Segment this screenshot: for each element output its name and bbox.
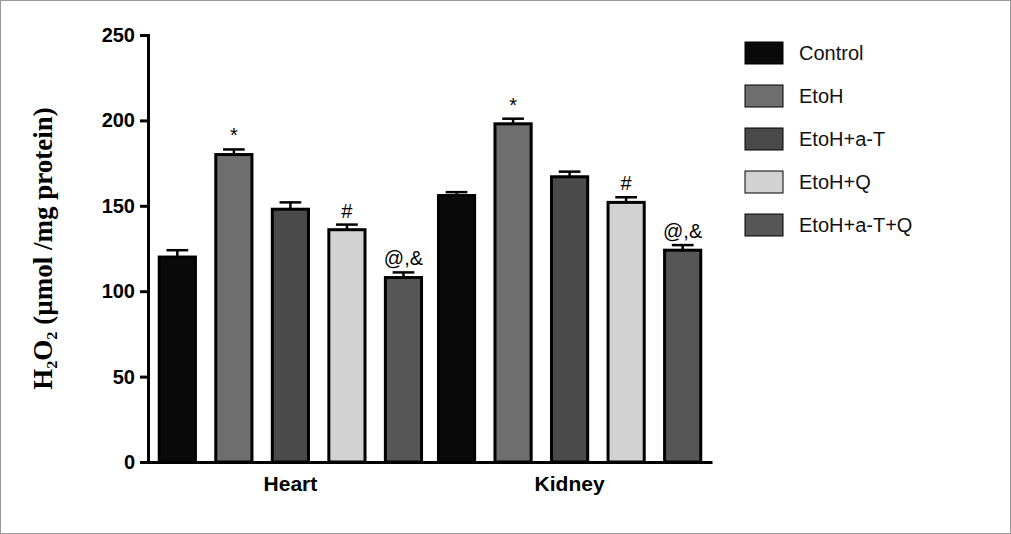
series bbox=[329, 197, 644, 462]
y-axis-title: H₂O₂ (µmol /mg protein) bbox=[28, 107, 58, 389]
legend: Control EtoH EtoH+a-T EtoH+Q EtoH+a-T+Q bbox=[745, 42, 912, 236]
tick-mark bbox=[140, 205, 148, 208]
error-cap bbox=[559, 170, 581, 173]
tick: 200 bbox=[102, 109, 148, 131]
error-cap bbox=[502, 117, 524, 120]
tick-label: 250 bbox=[102, 24, 135, 46]
tick: Heart bbox=[264, 462, 318, 495]
tick: Kidney bbox=[535, 462, 605, 495]
error-bar bbox=[336, 225, 358, 230]
legend-swatch bbox=[745, 128, 783, 150]
error-cap bbox=[280, 201, 302, 204]
error-cap bbox=[336, 223, 358, 226]
tick-label: 50 bbox=[113, 366, 135, 388]
bar bbox=[608, 202, 644, 462]
error-cap bbox=[615, 196, 637, 199]
legend-swatch bbox=[745, 171, 783, 193]
bar bbox=[272, 209, 308, 462]
error-cap bbox=[393, 271, 415, 274]
plot-area bbox=[159, 119, 701, 462]
legend-item: EtoH+Q bbox=[745, 171, 871, 193]
legend-item: EtoH+a-T bbox=[745, 128, 885, 150]
tick-mark bbox=[140, 461, 148, 464]
chart: * * # # @,& @,& 0 50 100 150 200 250 Heart Kidney H₂O₂… bbox=[0, 0, 1011, 534]
tick-label: 200 bbox=[102, 109, 135, 131]
tick: 0 bbox=[124, 451, 148, 473]
annotation: @,& bbox=[663, 220, 703, 242]
bar bbox=[216, 155, 252, 462]
error-bar bbox=[280, 202, 302, 209]
tick: 250 bbox=[102, 24, 148, 46]
tick-label: 150 bbox=[102, 195, 135, 217]
tick-label: 0 bbox=[124, 451, 135, 473]
tick-mark bbox=[140, 119, 148, 122]
tick: 150 bbox=[102, 195, 148, 217]
tick: 50 bbox=[113, 366, 148, 388]
legend-label: EtoH+a-T+Q bbox=[799, 214, 912, 236]
tick: 100 bbox=[102, 280, 148, 302]
error-bar bbox=[446, 192, 468, 195]
bar bbox=[438, 196, 474, 462]
tick-label: 100 bbox=[102, 280, 135, 302]
legend-item: EtoH bbox=[745, 85, 843, 107]
error-bar bbox=[223, 149, 245, 154]
series bbox=[272, 172, 587, 462]
annotation: @,& bbox=[384, 247, 424, 269]
tick-mark bbox=[140, 34, 148, 37]
error-cap bbox=[672, 244, 694, 247]
legend-item: EtoH+a-T+Q bbox=[745, 214, 912, 236]
tick-mark bbox=[140, 376, 148, 379]
bar bbox=[665, 250, 701, 462]
error-cap bbox=[446, 191, 468, 194]
tick-mark bbox=[140, 290, 148, 293]
legend-label: EtoH+Q bbox=[799, 171, 871, 193]
annotation: * bbox=[509, 94, 517, 116]
series bbox=[385, 245, 700, 462]
annotation: # bbox=[621, 172, 633, 194]
tick-label: Heart bbox=[264, 472, 318, 495]
y-axis: 0 50 100 150 200 250 bbox=[102, 24, 149, 473]
annotation: * bbox=[230, 124, 238, 146]
legend-swatch bbox=[745, 42, 783, 64]
error-bar bbox=[166, 250, 188, 257]
legend-item: Control bbox=[745, 42, 863, 64]
bar bbox=[385, 278, 421, 462]
frame bbox=[1, 1, 1011, 534]
x-axis-line bbox=[149, 461, 713, 464]
legend-swatch bbox=[745, 214, 783, 236]
bar bbox=[159, 257, 195, 462]
y-axis-line bbox=[140, 36, 149, 463]
error-bar bbox=[502, 119, 524, 124]
annotations: * * # # @,& @,& bbox=[230, 94, 703, 270]
legend-label: EtoH+a-T bbox=[799, 128, 885, 150]
tick-label: Kidney bbox=[535, 472, 605, 495]
error-bar bbox=[615, 197, 637, 202]
series bbox=[216, 119, 531, 462]
annotation: # bbox=[341, 200, 353, 222]
error-bar bbox=[393, 272, 415, 277]
bar bbox=[495, 124, 531, 462]
legend-swatch bbox=[745, 85, 783, 107]
legend-label: Control bbox=[799, 42, 863, 64]
series bbox=[159, 192, 474, 462]
bar bbox=[329, 230, 365, 462]
legend-label: EtoH bbox=[799, 85, 843, 107]
error-bar bbox=[559, 172, 581, 177]
x-axis: Heart Kidney bbox=[149, 462, 713, 495]
error-cap bbox=[166, 249, 188, 252]
bar bbox=[552, 177, 588, 462]
error-bar bbox=[672, 245, 694, 250]
error-cap bbox=[223, 148, 245, 151]
